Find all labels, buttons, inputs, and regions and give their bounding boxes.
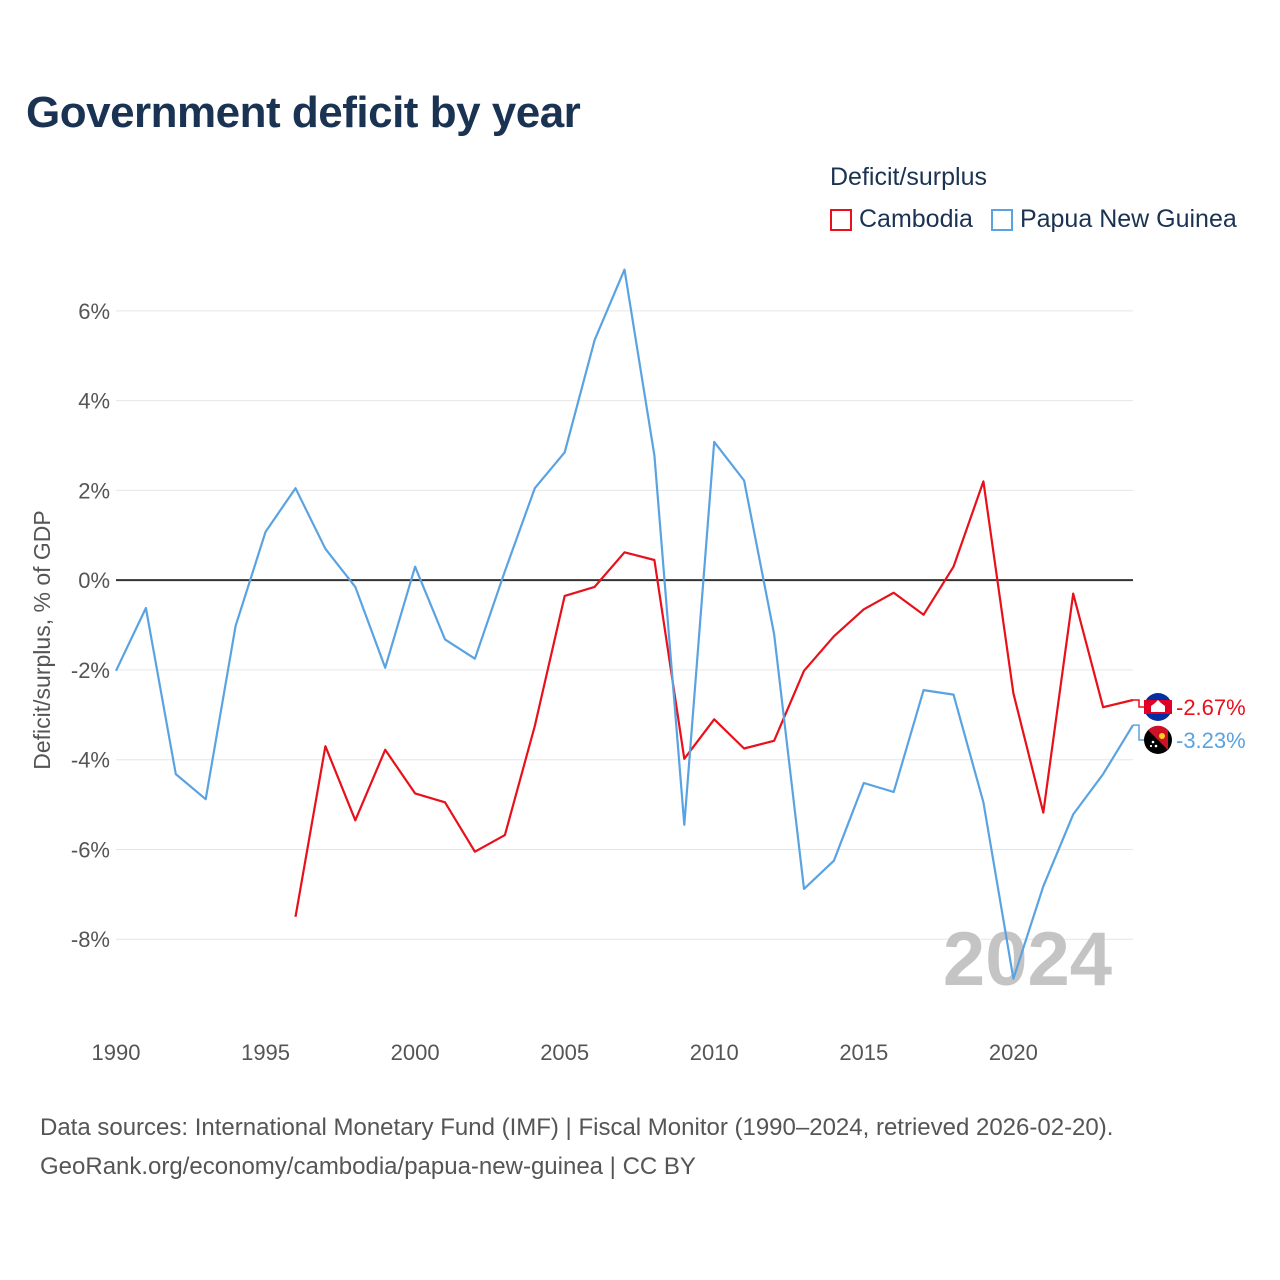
x-tick-label: 1995 xyxy=(241,1040,290,1065)
y-tick-label: 2% xyxy=(78,478,110,503)
legend-swatch-cambodia xyxy=(830,208,852,231)
y-tick-label: -6% xyxy=(71,837,110,862)
legend: Cambodia Papua New Guinea xyxy=(830,205,1237,234)
footer-attribution[interactable]: GeoRank.org/economy/cambodia/papua-new-g… xyxy=(40,1153,696,1180)
y-tick-label: 4% xyxy=(78,389,110,414)
cambodia-flag-icon xyxy=(1144,693,1172,721)
year-watermark: 2024 xyxy=(943,917,1112,1002)
legend-item-cambodia[interactable]: Cambodia xyxy=(830,205,973,234)
legend-label-cambodia: Cambodia xyxy=(859,205,973,233)
end-connector xyxy=(1133,724,1144,741)
y-tick-label: -8% xyxy=(71,927,110,952)
gridlines xyxy=(116,310,1133,940)
y-axis-ticks: 6% 4% 2% 0% -2% -4% -6% -8% xyxy=(71,299,110,952)
end-connector xyxy=(1133,699,1144,708)
end-value-label-papua-new-guinea: -3.23% xyxy=(1176,728,1246,753)
y-tick-label: 6% xyxy=(78,299,110,324)
png-flag-icon xyxy=(1144,725,1172,754)
y-tick-label: -2% xyxy=(71,658,110,683)
legend-item-papua-new-guinea[interactable]: Papua New Guinea xyxy=(990,205,1237,234)
x-tick-label: 2010 xyxy=(690,1040,739,1065)
series-lines xyxy=(115,268,1134,980)
y-tick-label: 0% xyxy=(78,568,110,593)
series-line-papua-new-guinea xyxy=(115,268,1134,980)
x-tick-label: 1990 xyxy=(92,1040,141,1065)
x-tick-label: 2015 xyxy=(839,1040,888,1065)
chart-title: Government deficit by year xyxy=(26,88,581,137)
end-value-label-cambodia: -2.67% xyxy=(1176,695,1246,720)
legend-title: Deficit/surplus xyxy=(830,163,987,191)
y-tick-label: -4% xyxy=(71,748,110,773)
x-tick-label: 2020 xyxy=(989,1040,1038,1065)
series-line-cambodia xyxy=(294,480,1134,917)
y-axis-label: Deficit/surplus, % of GDP xyxy=(29,510,55,769)
x-axis-ticks: 1990 1995 2000 2005 2010 2015 2020 xyxy=(92,1040,1038,1065)
legend-label-papua-new-guinea: Papua New Guinea xyxy=(1019,205,1237,233)
footer: Data sources: International Monetary Fun… xyxy=(40,1108,1113,1186)
legend-swatch-papua-new-guinea xyxy=(990,208,1013,231)
x-tick-label: 2000 xyxy=(391,1040,440,1065)
footer-sources: Data sources: International Monetary Fun… xyxy=(40,1114,1114,1141)
series-end-markers: -2.67% -3.23% xyxy=(1133,693,1246,754)
x-tick-label: 2005 xyxy=(540,1040,589,1065)
